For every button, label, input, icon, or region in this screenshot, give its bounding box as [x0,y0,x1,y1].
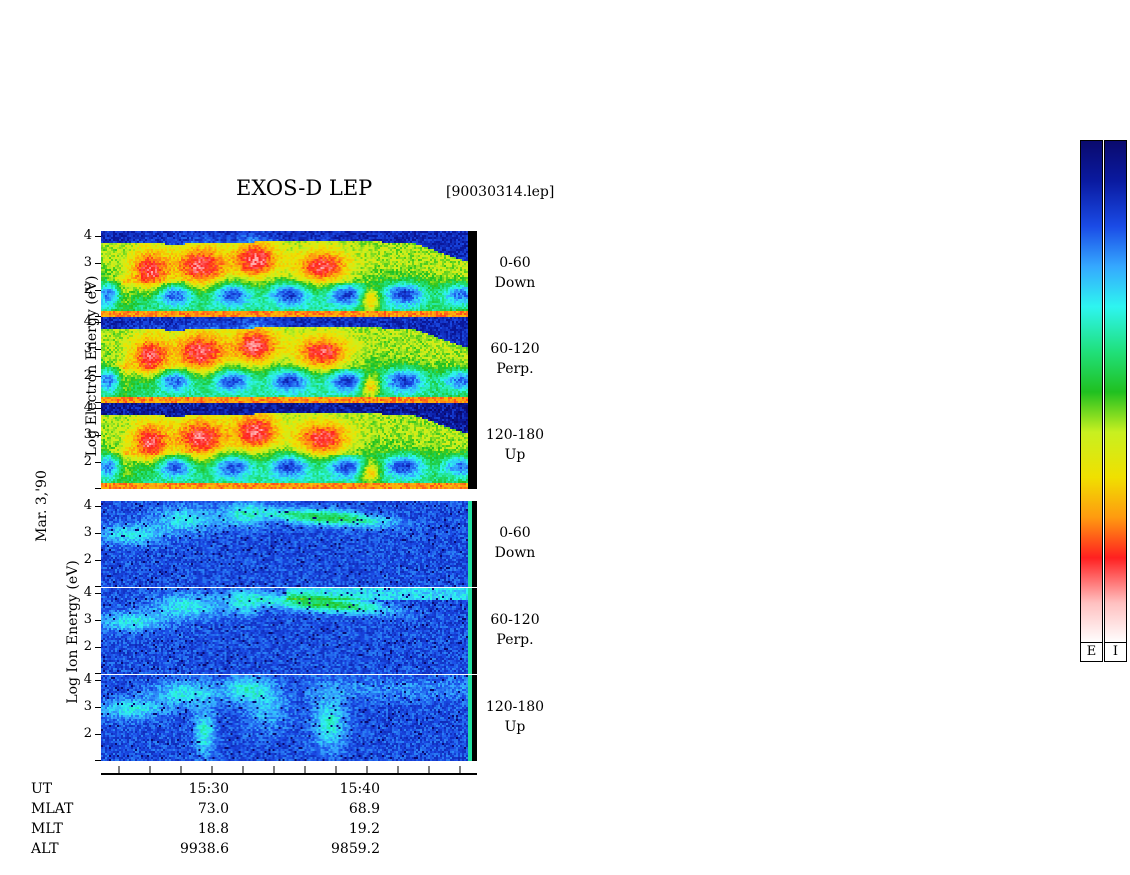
y-tick-mark [95,462,101,463]
panel-label: 120-180 Up [480,425,550,465]
panel-edge-strip [468,501,477,587]
y-tick-label: 3 [83,525,92,540]
panel-angle-label: 0-60 [499,525,531,541]
y-tick-mark [95,533,101,534]
panel-tick [95,760,101,761]
ut-value-2: 15:40 [339,781,380,797]
mlat-value-1: 73.0 [197,801,229,817]
file-label: [90030314.lep] [446,184,555,200]
time-axis [101,766,477,775]
y-tick-mark [95,680,101,681]
y-tick-mark [95,322,101,323]
y-tick-label: 4 [83,585,92,600]
y-tick-label: 4 [83,672,92,687]
panel-edge-strip [468,675,477,761]
y-tick-mark [95,435,101,436]
y-tick-label: 3 [83,341,92,356]
panel-edge-strip [468,317,477,403]
panel-direction-label: Down [494,275,536,291]
panel-tick [95,673,101,674]
panel-tick [95,316,101,317]
spectrogram-electron-0-60 [101,231,468,317]
y-tick-mark [95,593,101,594]
y-tick-mark [95,707,101,708]
panel-angle-label: 120-180 [485,427,545,443]
ion-colorbar [1104,140,1127,644]
y-tick-mark [95,506,101,507]
y-tick-label: 4 [83,228,92,243]
panel-direction-label: Up [504,719,526,735]
y-tick-label: 4 [83,400,92,415]
ephemeris-row-labels: UT MLAT MLT ALT [31,779,73,859]
y-tick-label: 2 [83,639,92,654]
block-separator [101,491,477,500]
chart-title: EXOS-D LEP [236,176,373,200]
panel-label: 60-120 Perp. [480,339,550,379]
mlt-value-1: 18.8 [197,821,229,837]
y-tick-label: 3 [83,255,92,270]
spectrogram-electron-60-120 [101,317,468,403]
ut-label: UT [31,781,53,797]
y-tick-label: 2 [83,282,92,297]
y-tick-label: 2 [83,454,92,469]
panel-label: 60-120 Perp. [480,610,550,650]
panel-edge-strip [468,403,477,489]
panel-direction-label: Perp. [496,361,534,377]
spectrogram-ion-0-60 [101,501,468,587]
y-tick-label: 4 [83,314,92,329]
panel-edge-strip [468,231,477,317]
y-tick-mark [95,647,101,648]
panel-direction-label: Perp. [496,632,534,648]
y-tick-mark [95,408,101,409]
ut-value-1: 15:30 [188,781,229,797]
panel-tick [95,586,101,587]
y-tick-label: 2 [83,368,92,383]
ephemeris-column-1530: 15:30 73.0 18.8 9938.6 [139,779,229,859]
y-tick-mark [95,734,101,735]
alt-value-1: 9938.6 [180,841,229,857]
panel-direction-label: Up [504,447,526,463]
panel-label: 0-60 Down [480,523,550,563]
panel-tick [95,402,101,403]
y-tick-mark [95,620,101,621]
alt-value-2: 9859.2 [331,841,380,857]
y-tick-mark [95,263,101,264]
y-tick-mark [95,290,101,291]
panel-angle-label: 120-180 [485,699,545,715]
mlat-label: MLAT [31,801,74,817]
spectrogram-ion-120-180 [101,675,468,761]
ephemeris-column-1540: 15:40 68.9 19.2 9859.2 [290,779,380,859]
date-label: Mar. 3,'90 [34,470,50,542]
panel-tick [95,488,101,489]
y-tick-label: 3 [83,427,92,442]
spectrogram-ion-60-120 [101,588,468,674]
spectrogram-electron-120-180 [101,403,468,489]
ion-colorbar-label: I [1104,642,1127,662]
y-tick-mark [95,236,101,237]
mlat-value-2: 68.9 [348,801,380,817]
mlt-label: MLT [31,821,63,837]
panel-angle-label: 60-120 [490,341,540,357]
panel-angle-label: 0-60 [499,255,531,271]
y-tick-label: 3 [83,699,92,714]
panel-direction-label: Down [494,545,536,561]
electron-colorbar [1080,140,1103,644]
electron-colorbar-label: E [1080,642,1103,662]
panel-label: 0-60 Down [480,253,550,293]
alt-label: ALT [31,841,59,857]
panel-edge-strip [468,588,477,674]
y-tick-mark [95,349,101,350]
y-tick-label: 3 [83,612,92,627]
mlt-value-2: 19.2 [348,821,380,837]
y-tick-mark [95,376,101,377]
panel-label: 120-180 Up [480,697,550,737]
y-tick-label: 2 [83,552,92,567]
y-tick-mark [95,560,101,561]
panel-angle-label: 60-120 [490,612,540,628]
y-tick-label: 4 [83,498,92,513]
y-tick-label: 2 [83,726,92,741]
